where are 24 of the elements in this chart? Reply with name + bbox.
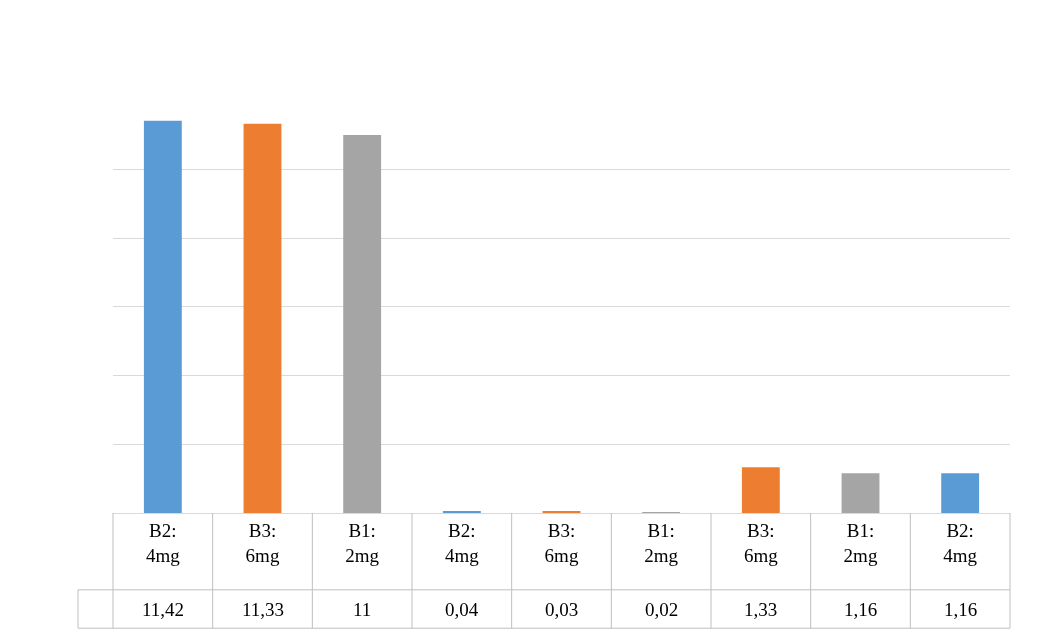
bar xyxy=(941,473,980,513)
bar xyxy=(841,473,880,513)
x-tick-label: B2: 4mg xyxy=(444,519,480,566)
x-tick-label: B3: 6mg xyxy=(544,519,579,566)
data-label: 11,33 xyxy=(242,599,285,620)
data-label: 0,03 xyxy=(545,599,579,620)
data-label: 1,16 xyxy=(844,599,878,620)
x-tick-label: B1: 2mg xyxy=(345,519,380,566)
x-tick-label: B3: 6mg xyxy=(245,519,280,566)
data-label: 11,42 xyxy=(142,599,185,620)
bar xyxy=(243,123,282,513)
data-label: 1,16 xyxy=(944,599,978,620)
bar xyxy=(343,135,382,513)
x-tick-label: B3: 6mg xyxy=(743,519,779,566)
data-label: 0,04 xyxy=(445,599,479,620)
bar xyxy=(143,120,182,513)
x-tick-label: B2: 4mg xyxy=(145,519,181,566)
data-label: 0,02 xyxy=(645,599,679,620)
x-tick-label: B1: 2mg xyxy=(644,519,679,566)
x-tick-label: B1: 2mg xyxy=(843,519,878,566)
x-tick-label: B2: 4mg xyxy=(943,519,978,566)
data-label: 1,33 xyxy=(744,599,778,620)
bar xyxy=(741,467,780,513)
data-label: 11 xyxy=(353,599,372,620)
